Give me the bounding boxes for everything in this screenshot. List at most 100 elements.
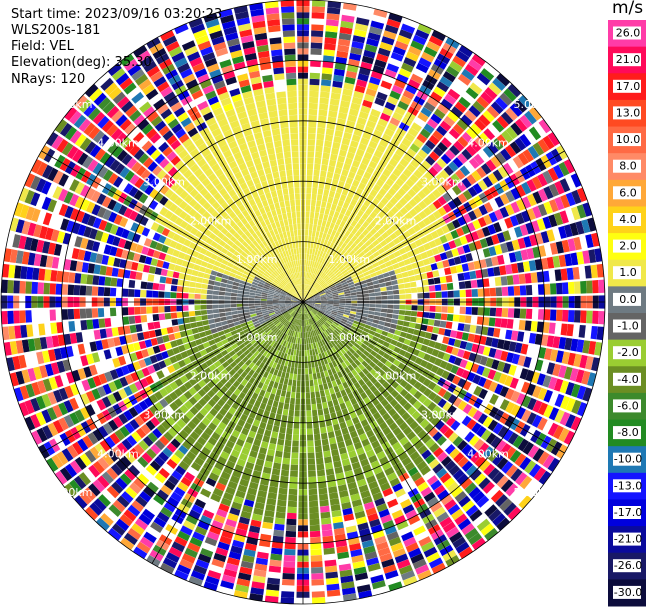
gate-cell xyxy=(427,213,437,223)
gate-cell xyxy=(322,195,328,203)
gate-cell xyxy=(505,388,515,400)
gate-cell xyxy=(307,319,310,326)
gate-cell xyxy=(461,523,475,536)
gate-cell xyxy=(312,281,317,287)
gate-cell xyxy=(313,218,318,225)
gate-cell xyxy=(368,480,379,490)
gate-cell xyxy=(547,422,559,437)
gate-cell xyxy=(343,413,351,422)
gate-cell xyxy=(442,353,451,362)
gate-cell xyxy=(313,282,318,288)
gate-cell xyxy=(373,149,383,159)
gate-cell xyxy=(559,178,571,193)
gate-cell xyxy=(308,299,315,302)
gate-cell xyxy=(361,313,369,318)
gate-cell xyxy=(266,302,273,305)
gate-cell xyxy=(495,287,503,297)
gate-cell xyxy=(323,146,331,154)
gate-cell xyxy=(582,387,593,402)
gate-cell xyxy=(413,381,422,390)
gate-cell xyxy=(105,266,113,276)
gate-cell xyxy=(439,252,448,261)
gate-cell xyxy=(428,458,440,470)
gate-cell xyxy=(345,276,352,281)
gate-cell xyxy=(337,310,344,314)
gate-cell xyxy=(223,445,233,455)
gate-cell xyxy=(391,279,398,286)
gate-cell xyxy=(307,247,310,255)
gate-cell xyxy=(322,401,328,409)
gate-cell xyxy=(294,325,298,332)
gate-cell xyxy=(309,518,320,526)
gate-cell xyxy=(436,467,448,479)
gate-cell xyxy=(423,123,435,134)
gate-cell xyxy=(320,225,325,233)
gate-cell xyxy=(441,224,450,234)
gate-cell xyxy=(590,264,598,278)
gate-cell xyxy=(353,320,360,325)
gate-cell xyxy=(540,231,550,244)
gate-cell xyxy=(476,228,485,239)
gate-cell xyxy=(468,352,477,362)
gate-cell xyxy=(344,438,353,447)
gate-cell xyxy=(223,492,234,501)
gate-cell xyxy=(268,486,278,494)
gate-cell xyxy=(377,274,384,280)
gate-cell xyxy=(350,311,357,315)
gate-cell xyxy=(350,242,357,250)
gate-cell xyxy=(254,464,263,472)
gate-cell xyxy=(537,203,548,217)
gate-cell xyxy=(509,377,519,389)
gate-cell xyxy=(370,486,381,496)
gate-cell xyxy=(304,350,307,357)
gate-cell xyxy=(536,321,544,333)
gate-cell xyxy=(38,323,46,336)
gate-cell xyxy=(310,331,314,338)
gate-cell xyxy=(248,397,256,406)
gate-cell xyxy=(325,221,331,228)
gate-cell xyxy=(304,235,308,242)
gate-cell xyxy=(276,505,286,513)
gate-cell xyxy=(327,480,337,488)
gate-cell xyxy=(342,587,356,596)
gate-cell xyxy=(352,436,361,444)
gate-cell xyxy=(554,393,565,408)
gate-cell xyxy=(367,254,375,261)
gate-cell xyxy=(224,308,232,312)
gate-cell xyxy=(310,311,315,317)
gate-cell xyxy=(326,270,332,276)
gate-cell xyxy=(316,321,322,327)
gate-cell xyxy=(449,448,460,459)
gate-cell xyxy=(342,2,357,11)
gate-cell xyxy=(352,179,360,188)
gate-cell xyxy=(494,383,504,395)
gate-cell xyxy=(268,331,274,337)
gate-cell xyxy=(346,476,356,484)
gate-cell xyxy=(123,532,138,546)
gate-cell xyxy=(265,504,276,512)
gate-cell xyxy=(336,343,342,350)
gate-cell xyxy=(206,289,214,295)
gate-cell xyxy=(236,375,244,384)
gate-cell xyxy=(356,168,365,177)
gate-cell xyxy=(381,267,389,274)
gate-cell xyxy=(381,461,392,471)
gate-cell xyxy=(312,0,326,7)
gate-cell xyxy=(413,194,422,204)
gate-cell xyxy=(315,303,321,305)
gate-cell xyxy=(333,329,340,335)
gate-cell xyxy=(314,296,321,299)
gate-cell xyxy=(519,133,532,148)
gate-cell xyxy=(326,293,333,297)
gate-cell xyxy=(177,481,189,492)
gate-cell xyxy=(329,315,336,320)
gate-cell xyxy=(365,232,373,240)
gate-cell xyxy=(260,298,267,301)
gate-cell xyxy=(459,235,468,245)
gate-cell xyxy=(240,413,248,422)
gate-cell xyxy=(325,419,333,427)
gate-cell xyxy=(307,434,314,441)
gate-cell xyxy=(242,297,249,301)
gate-cell xyxy=(246,352,253,359)
gate-cell xyxy=(109,307,117,317)
